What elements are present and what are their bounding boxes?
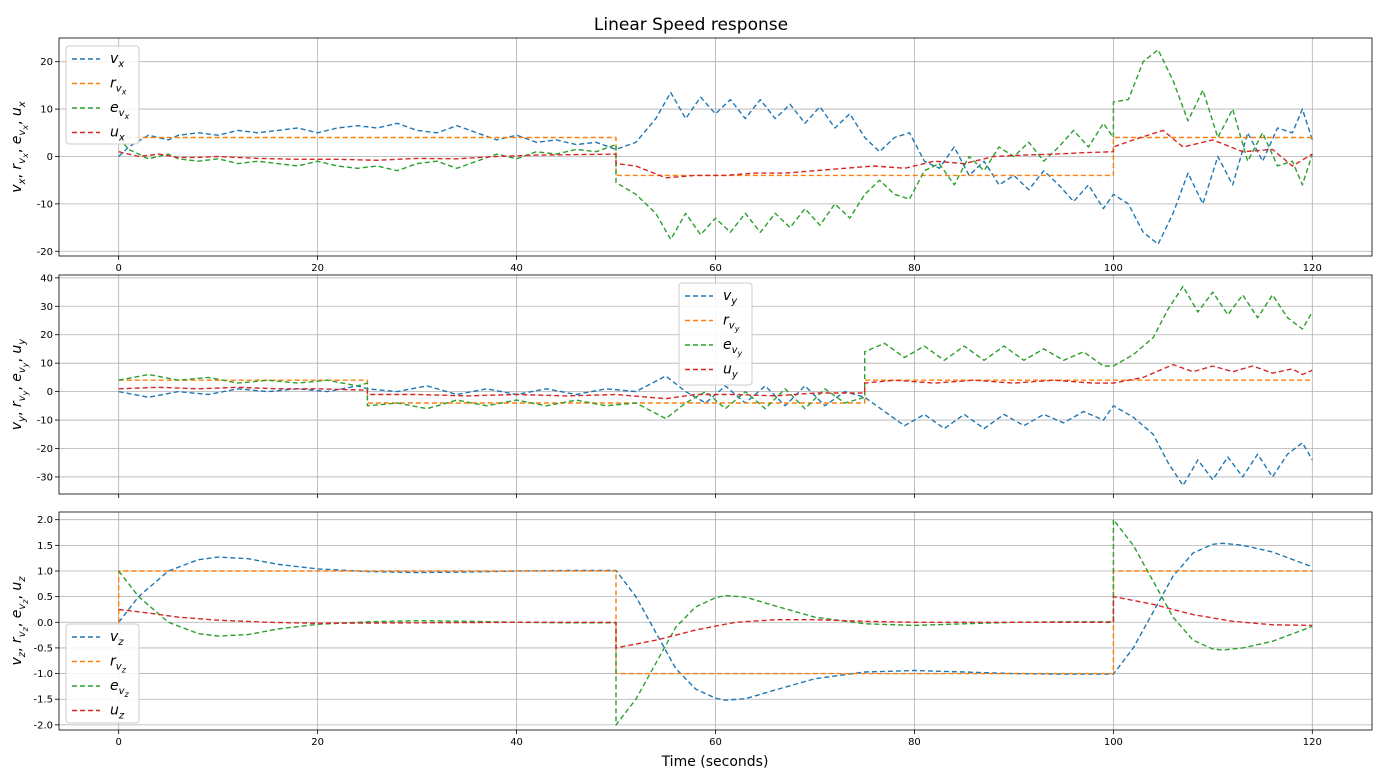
legend-label-e: evx bbox=[110, 100, 130, 121]
legend-box bbox=[65, 623, 140, 724]
series-line-e-x bbox=[118, 49, 1313, 241]
legend: vx rvx evx ux bbox=[65, 45, 140, 145]
y-tick-label-neg20: -20 bbox=[37, 444, 53, 455]
series-line-u-x bbox=[118, 129, 1313, 179]
y-axis-label: vx, rvx, evx, ux bbox=[9, 101, 30, 193]
series-line-e-y bbox=[118, 285, 1313, 420]
y-axis-label: vz, rvz, evz, uz bbox=[9, 576, 30, 666]
x-tick-label-60: 60 bbox=[709, 737, 722, 748]
plot-frame bbox=[58, 37, 1373, 257]
y-tick-label-0: 0 bbox=[47, 387, 53, 398]
legend-label-v: vx bbox=[110, 51, 124, 70]
x-tick-label-0: 0 bbox=[115, 263, 121, 274]
x-tick-label-100: 100 bbox=[1104, 737, 1123, 748]
x-tick-label-20: 20 bbox=[311, 263, 324, 274]
x-tick-label-120: 120 bbox=[1303, 737, 1322, 748]
panel-z-velocity: 0 20 40 60 80 100 120 -2.0 -1.5 -1.0 -0.5 0.0 0.5 1.0… bbox=[9, 511, 1373, 748]
y-tick-label-neg10: -10 bbox=[37, 199, 53, 210]
y-tick-label-2: 2.0 bbox=[37, 515, 53, 526]
y-tick-label-1p5: 1.5 bbox=[37, 541, 53, 552]
y-tick-label-0: 0 bbox=[47, 152, 53, 163]
y-tick-label-neg1: -1.0 bbox=[33, 669, 53, 680]
series-line-u-z bbox=[118, 595, 1313, 649]
legend-label-v: vz bbox=[110, 629, 124, 648]
series-line-e-z bbox=[118, 519, 1313, 726]
legend-label-u: uz bbox=[110, 703, 125, 722]
legend-box bbox=[65, 45, 140, 145]
legend-label-r: rvz bbox=[110, 654, 127, 675]
y-tick-label-neg1p5: -1.5 bbox=[33, 695, 53, 706]
y-tick-label-10: 10 bbox=[40, 359, 53, 370]
y-tick-label-neg2: -2.0 bbox=[33, 720, 53, 731]
y-tick-label-20: 20 bbox=[40, 330, 53, 341]
y-tick-label-neg30: -30 bbox=[37, 472, 53, 483]
y-tick-label-neg20: -20 bbox=[37, 247, 53, 258]
y-axis-label: vy, rvy, evy, uy bbox=[9, 338, 30, 431]
series-line-v-x bbox=[118, 91, 1313, 245]
legend-label-r: rvx bbox=[110, 76, 127, 97]
legend-box bbox=[678, 282, 753, 386]
series-line-v-y bbox=[118, 375, 1313, 487]
y-tick-label-0: 0.0 bbox=[37, 618, 53, 629]
x-tick-label-120: 120 bbox=[1303, 263, 1322, 274]
figure-title: Linear Speed response bbox=[594, 15, 788, 35]
legend-label-u: uy bbox=[723, 362, 739, 381]
y-tick-label-0p5: 0.5 bbox=[37, 592, 53, 603]
x-tick-label-100: 100 bbox=[1104, 263, 1123, 274]
panel-x-velocity: 0 20 40 60 80 100 120 -20 -10 0 10 20 vx, rvx, evx, … bbox=[9, 37, 1373, 274]
legend-label-v: vy bbox=[723, 288, 738, 307]
y-tick-label-10: 10 bbox=[40, 105, 53, 116]
legend-label-r: rvy bbox=[723, 313, 740, 334]
y-tick-label-40: 40 bbox=[40, 273, 53, 284]
plot-frame bbox=[58, 511, 1373, 731]
legend: vz rvz evz uz bbox=[65, 623, 140, 724]
x-tick-label-0: 0 bbox=[115, 737, 121, 748]
legend-label-e: evz bbox=[110, 678, 130, 699]
x-tick-label-60: 60 bbox=[709, 263, 722, 274]
series-line-u-y bbox=[118, 363, 1313, 400]
x-tick-label-80: 80 bbox=[908, 263, 921, 274]
x-axis-label: Time (seconds) bbox=[661, 754, 769, 770]
x-tick-label-80: 80 bbox=[908, 737, 921, 748]
x-tick-label-20: 20 bbox=[311, 737, 324, 748]
y-tick-label-1: 1.0 bbox=[37, 566, 53, 577]
legend: vy rvy evy uy bbox=[678, 282, 753, 386]
y-tick-label-neg10: -10 bbox=[37, 416, 53, 427]
y-tick-label-20: 20 bbox=[40, 57, 53, 68]
plot-frame bbox=[58, 274, 1373, 495]
x-tick-label-40: 40 bbox=[510, 737, 523, 748]
panel-y-velocity: -30 -20 -10 0 10 20 30 40 vy, rvy, evy, uy vy rvy e… bbox=[9, 273, 1373, 498]
series-line-r-y bbox=[118, 379, 1313, 404]
y-tick-label-neg0p5: -0.5 bbox=[33, 643, 53, 654]
legend-label-u: ux bbox=[110, 125, 125, 144]
x-tick-label-40: 40 bbox=[510, 263, 523, 274]
legend-label-e: evy bbox=[723, 337, 743, 358]
y-tick-label-30: 30 bbox=[40, 302, 53, 313]
